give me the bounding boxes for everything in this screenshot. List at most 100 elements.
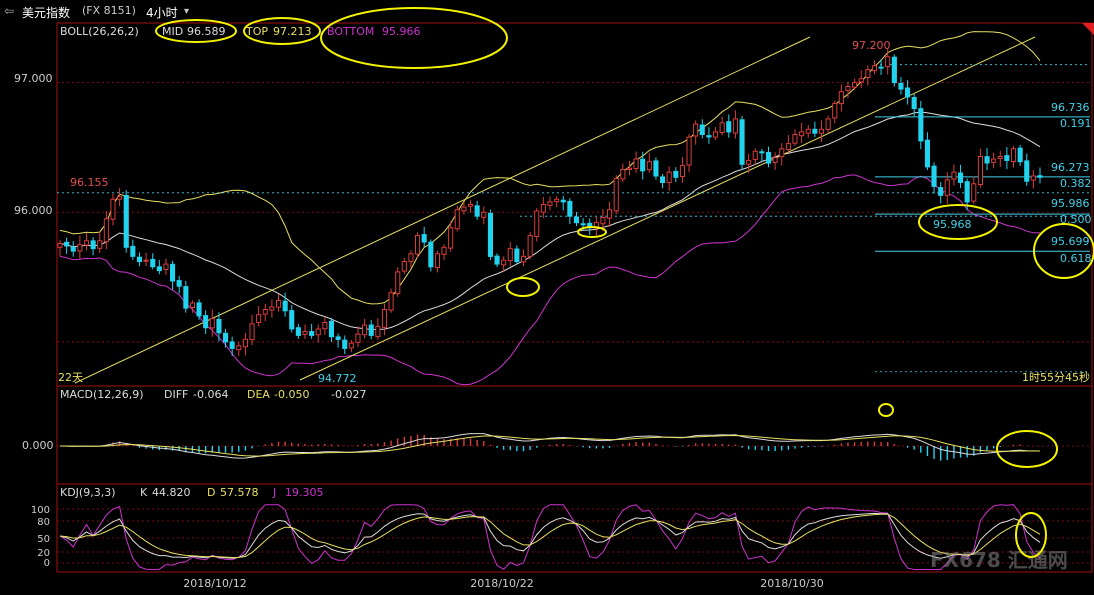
candle	[90, 237, 96, 256]
candle	[295, 323, 301, 339]
candle	[779, 143, 785, 166]
candle-body	[521, 255, 527, 263]
candle	[130, 239, 136, 260]
candle-body	[818, 128, 825, 134]
candle-body	[335, 336, 341, 340]
candle-body	[845, 86, 851, 91]
candle	[216, 312, 222, 342]
candle	[156, 260, 162, 275]
candle-body	[117, 196, 123, 200]
candle-body	[924, 139, 931, 168]
boll-bottom-name: BOTTOM	[327, 25, 374, 38]
candle-body	[905, 87, 911, 98]
candle	[276, 293, 282, 312]
back-icon[interactable]: ⇦	[4, 4, 15, 18]
candle-body	[130, 245, 136, 257]
candle	[871, 60, 878, 75]
candle-body	[633, 158, 639, 170]
fib-ratio-3: 0.618	[1060, 252, 1092, 265]
macd-dea-line	[60, 434, 1040, 457]
candle	[421, 226, 427, 248]
kdj-panel	[59, 504, 1041, 571]
candle-body	[1011, 148, 1017, 163]
candle-body	[170, 263, 176, 282]
candle	[428, 239, 434, 272]
candle-body	[97, 240, 103, 249]
candle-body	[759, 151, 765, 154]
candle-body	[434, 253, 440, 269]
candle	[110, 193, 116, 226]
candle-body	[289, 310, 295, 330]
candle-body	[501, 259, 507, 266]
candle-body	[441, 246, 447, 255]
candle	[322, 316, 328, 335]
candle	[395, 267, 401, 297]
boll-top-value: 97.213	[273, 25, 312, 38]
candle-body	[395, 271, 401, 295]
candle-body	[792, 134, 798, 144]
fib-ratio-0: 0.191	[1060, 117, 1092, 130]
candle	[223, 328, 229, 348]
candle-body	[918, 108, 924, 142]
candle	[1030, 170, 1036, 189]
boll-top-name: TOP	[245, 25, 268, 38]
candle-body	[964, 181, 970, 203]
candle	[487, 209, 493, 261]
macd-diff-line	[59, 433, 1041, 459]
candle-body	[1037, 175, 1043, 178]
candle-body	[600, 217, 606, 225]
candle	[262, 303, 268, 322]
candle	[818, 120, 825, 142]
candle	[375, 318, 381, 340]
kdj-j-value: 19.305	[285, 486, 324, 499]
candle-body	[1017, 147, 1023, 163]
candle	[474, 200, 480, 220]
kdj-k-name: K	[140, 486, 148, 499]
candle	[236, 341, 242, 357]
panel-frames	[56, 22, 1093, 573]
candle-body	[825, 118, 831, 130]
candle-body	[620, 169, 626, 180]
highlight-support-ellipse	[918, 204, 998, 240]
candle	[454, 205, 460, 232]
period-selector[interactable]: 4小时	[146, 6, 178, 20]
x-tick-0: 2018/10/12	[183, 577, 246, 590]
candle-body	[276, 299, 282, 308]
chart-labels: BOLL(26,26,2) MID 96.589 TOP 97.213 BOTT…	[14, 25, 1092, 590]
candle-body	[958, 172, 964, 183]
chevron-down-icon[interactable]: ▾	[184, 6, 190, 17]
candle	[706, 127, 712, 144]
fib-ratio-2: 0.500	[1060, 213, 1092, 226]
kdj-d-line	[59, 513, 1041, 559]
candle	[752, 148, 758, 165]
candle	[633, 151, 639, 173]
candle	[381, 303, 387, 336]
kdj-label[interactable]: KDJ(9,3,3)	[60, 486, 116, 499]
candle	[282, 292, 288, 317]
candle-body	[547, 201, 553, 206]
highlight-macd-peak-ellipse	[878, 403, 894, 417]
boll-mid-line	[59, 111, 1041, 331]
fib-ratio-1: 0.382	[1060, 177, 1092, 190]
candle-body	[560, 199, 566, 203]
candle-body	[388, 292, 394, 311]
candle-body	[653, 160, 659, 177]
candle	[501, 256, 507, 273]
candle	[997, 150, 1003, 167]
candle	[468, 199, 474, 213]
title-bar: ⇦ 美元指数 (FX 8151) 4小时 ▾	[0, 0, 1094, 22]
macd-label[interactable]: MACD(12,26,9)	[60, 388, 144, 401]
candle-body	[348, 342, 354, 349]
candle-body	[315, 328, 321, 336]
candle-body	[83, 240, 90, 246]
macd-dea-value: -0.050	[274, 388, 309, 401]
candle	[554, 196, 560, 208]
kdj-tick-100: 100	[31, 505, 50, 516]
candle-body	[448, 227, 454, 249]
candle-body	[1004, 155, 1010, 161]
macd-dea-name: DEA	[247, 388, 270, 401]
boll-label[interactable]: BOLL(26,26,2)	[60, 25, 139, 38]
candle-body	[732, 118, 739, 134]
candle-body	[156, 266, 162, 272]
